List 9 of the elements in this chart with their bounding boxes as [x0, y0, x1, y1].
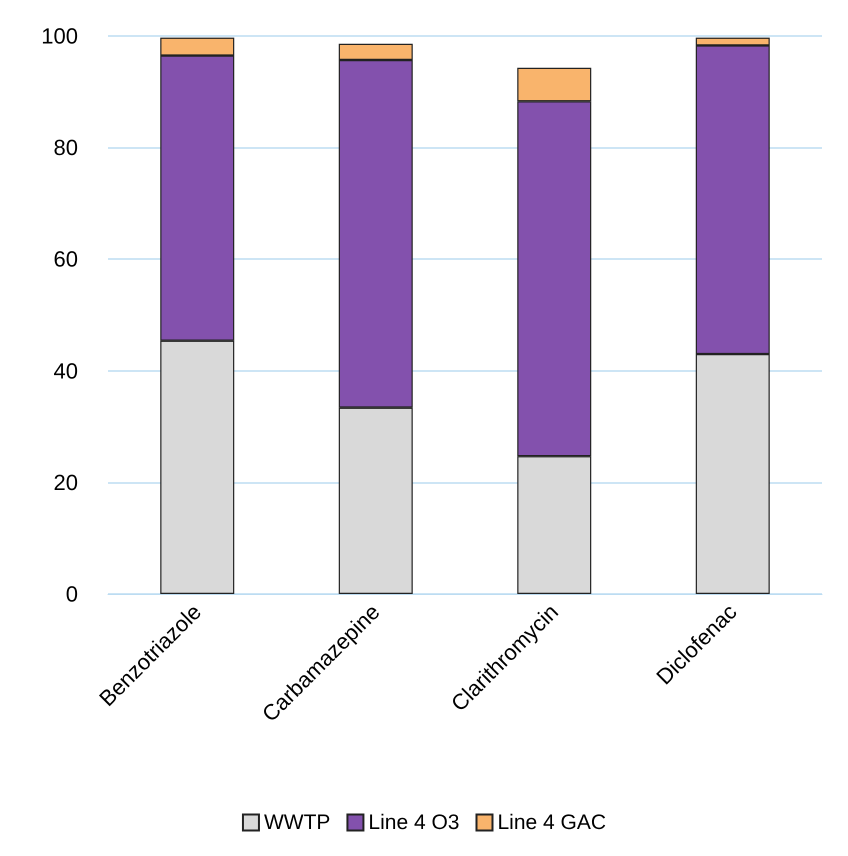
y-tick-label: 0: [66, 582, 78, 606]
y-tick-label: 60: [54, 246, 78, 272]
legend-label: WWTP: [264, 811, 330, 834]
y-tick-label: 100: [41, 24, 78, 48]
y-tick-label: 20: [54, 470, 78, 495]
legend-label: Line 4 GAC: [497, 811, 606, 834]
y-tick-label: 40: [54, 358, 78, 384]
y-tick-label: 80: [54, 135, 78, 160]
legend-label: Line 4 O3: [368, 811, 460, 834]
